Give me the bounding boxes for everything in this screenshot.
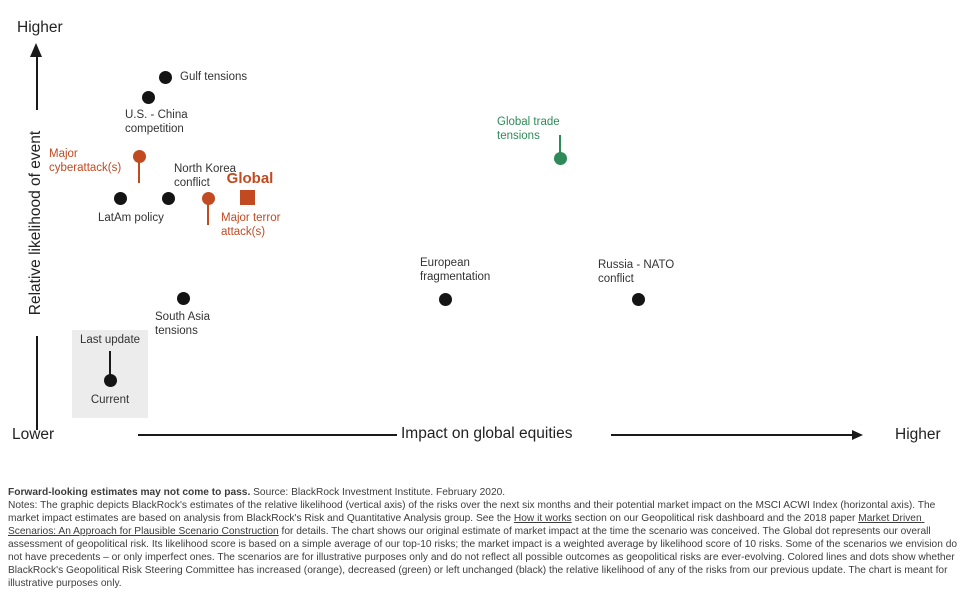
label-us-china-competition: U.S. - China competition <box>125 109 188 135</box>
y-axis-line-upper <box>36 56 38 110</box>
x-axis-right-label: Higher <box>895 426 941 443</box>
point-north-korea-conflict <box>161 191 175 205</box>
footer-text: Forward-looking estimates may not come t… <box>8 487 251 498</box>
label-global: Global <box>226 170 274 187</box>
x-axis-line-right <box>611 434 852 436</box>
label-gulf-tensions: Gulf tensions <box>180 71 248 83</box>
stem-major-terror-attacks <box>207 198 209 225</box>
label-russia-nato-conflict: Russia - NATO conflict <box>598 259 675 285</box>
point-european-fragmentation <box>438 292 452 306</box>
label-european-fragmentation: European fragmentation <box>420 257 491 283</box>
stem-major-cyberattacks <box>138 156 140 183</box>
footer-link[interactable]: Market Driven Scenarios: An Approach for… <box>8 513 925 537</box>
right-arrow-icon <box>852 429 863 440</box>
footer-text: Notes: The graphic depicts BlackRock's e… <box>8 500 939 524</box>
point-us-china-competition <box>141 90 155 104</box>
point-gulf-tensions <box>158 70 172 84</box>
legend-last-update-label: Last update <box>79 334 141 346</box>
point-global-trade-tensions <box>553 151 567 165</box>
label-south-asia-tensions: South Asia tensions <box>155 311 210 337</box>
point-russia-nato-conflict <box>631 292 645 306</box>
legend-stem <box>109 351 111 376</box>
footer-text: for details. The chart shows our origina… <box>8 526 960 589</box>
point-south-asia-tensions <box>176 291 190 305</box>
footer-text: Source: BlackRock Investment Institute. … <box>253 487 506 498</box>
y-axis-line-lower <box>36 336 38 430</box>
x-axis-line-left <box>138 434 397 436</box>
legend: Last update Current <box>72 330 148 418</box>
label-north-korea-conflict: North Korea conflict <box>174 163 237 189</box>
up-arrow-icon <box>30 43 42 57</box>
point-latam-policy <box>113 191 127 205</box>
x-axis-left-label: Lower <box>12 426 55 443</box>
x-axis-title: Impact on global equities <box>401 425 573 442</box>
point-major-cyberattacks <box>132 149 146 163</box>
footer-link[interactable]: How it works <box>513 513 572 524</box>
label-major-terror-attacks: Major terror attack(s) <box>221 212 281 238</box>
y-axis-title: Relative likelihood of event <box>27 130 44 316</box>
footnote: Forward-looking estimates may not come t… <box>8 486 966 590</box>
label-global-trade-tensions: Global trade tensions <box>497 116 560 142</box>
point-global <box>239 189 255 205</box>
legend-current-dot <box>103 374 117 387</box>
stem-global-trade-tensions <box>559 135 561 158</box>
label-latam-policy: LatAm policy <box>98 212 164 224</box>
footer-text: section on our Geopolitical risk dashboa… <box>571 513 859 524</box>
legend-current-label: Current <box>90 394 130 406</box>
point-major-terror-attacks <box>201 191 215 205</box>
label-major-cyberattacks: Major cyberattack(s) <box>49 148 122 174</box>
y-axis-top-label: Higher <box>17 19 63 36</box>
